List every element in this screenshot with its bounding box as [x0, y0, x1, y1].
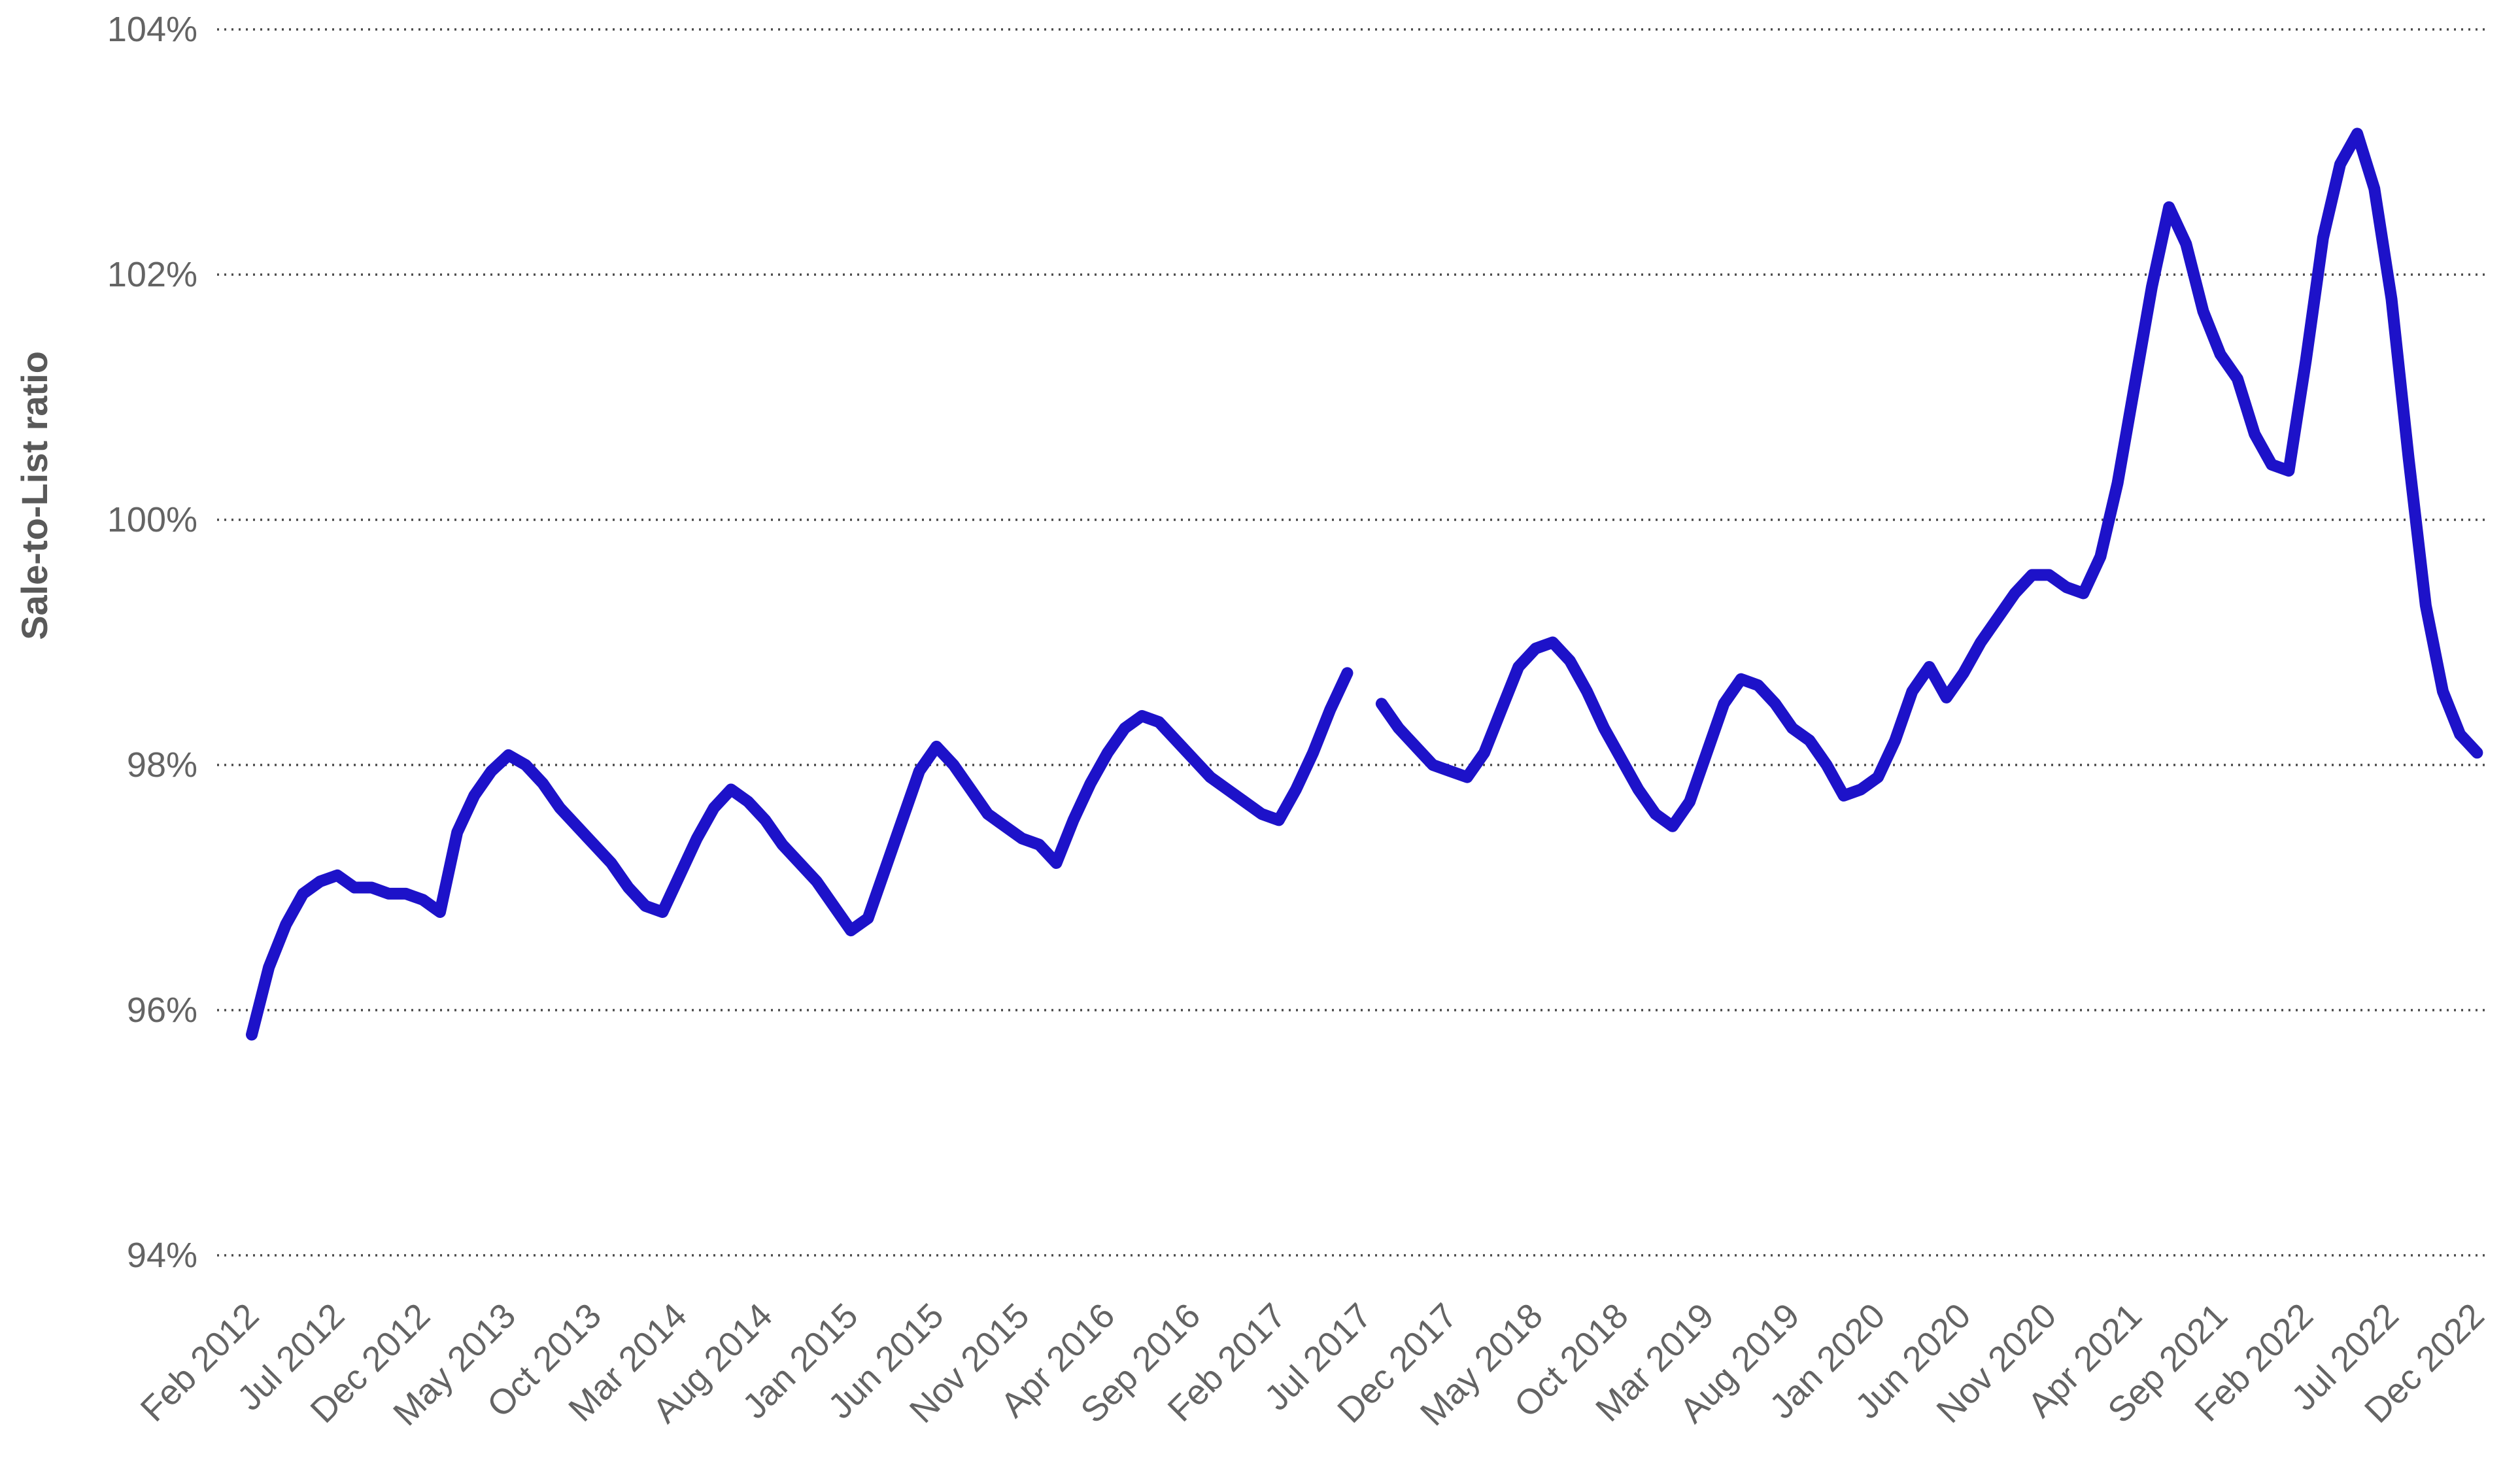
y-tick-label: 94% [127, 1236, 197, 1275]
series-line-group [246, 127, 2483, 1041]
y-tick-label: 102% [107, 255, 197, 294]
y-tick-label: 100% [107, 500, 197, 539]
gridlines [217, 28, 2489, 1257]
y-axis-title: Sale-to-List ratio [14, 351, 55, 640]
series-line [1375, 127, 2483, 832]
y-tick-label: 98% [127, 745, 197, 785]
y-tick-label: 104% [107, 10, 197, 49]
series-line [246, 667, 1354, 1041]
y-tick-label: 96% [127, 991, 197, 1030]
x-tick-label: Feb 2012 [133, 1296, 267, 1429]
y-tick-labels: 104% 102% 100% 98% 96% 94% [107, 10, 197, 1275]
